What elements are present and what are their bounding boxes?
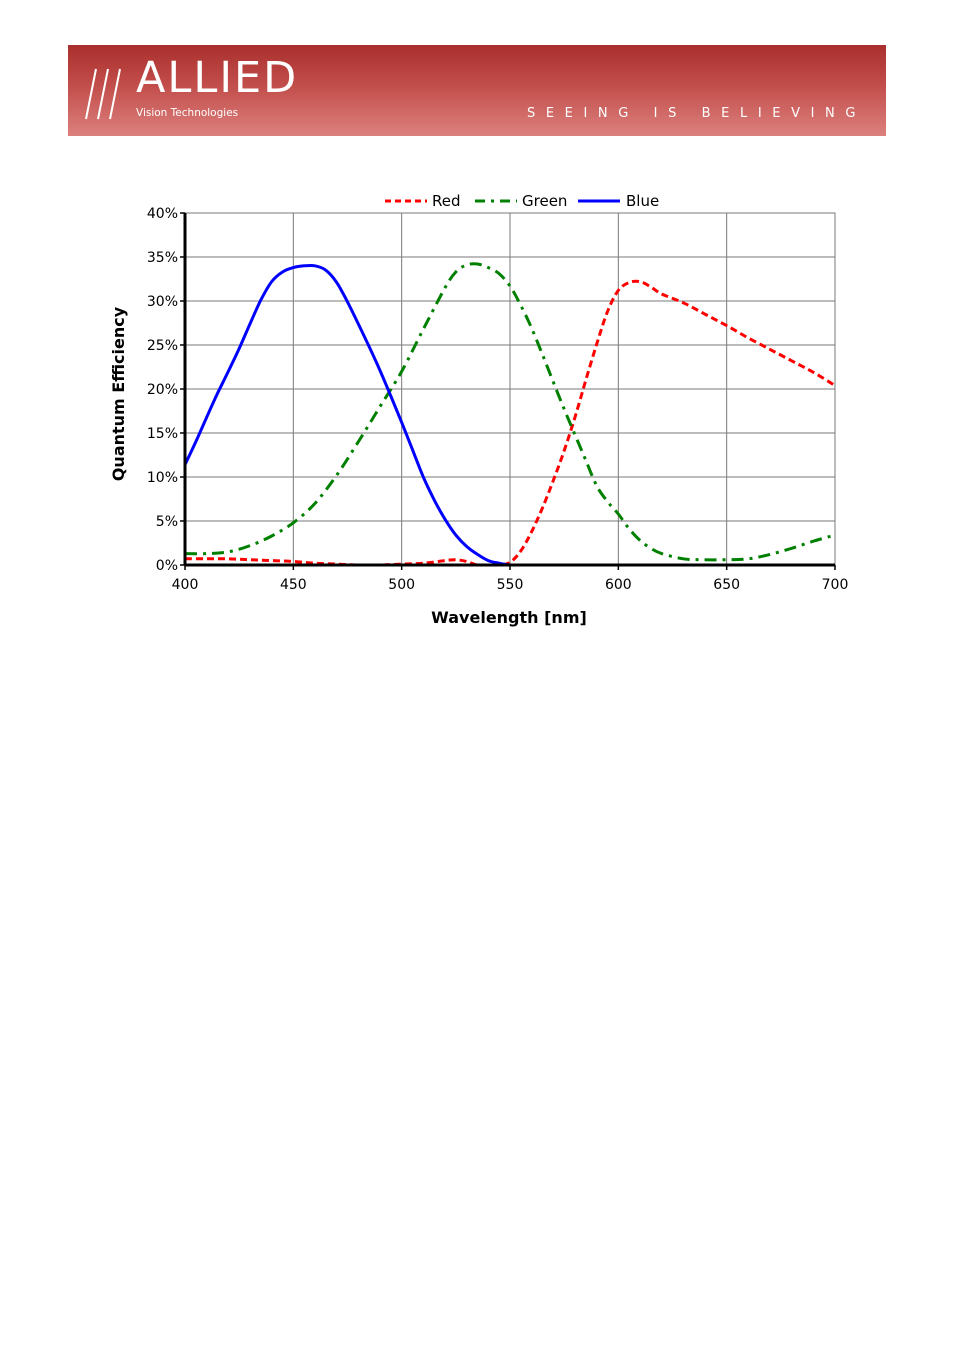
y-tick-label: 20% bbox=[147, 382, 178, 398]
chart-grid bbox=[184, 212, 836, 566]
logo-slashes-icon bbox=[85, 68, 121, 120]
y-tick-label: 0% bbox=[156, 558, 178, 574]
legend-label-blue: Blue bbox=[626, 192, 659, 210]
logo-wordmark: ALLIED bbox=[136, 53, 299, 103]
x-axis-label: Wavelength [nm] bbox=[431, 608, 587, 627]
x-tick-label: 500 bbox=[388, 577, 415, 593]
chart-axes bbox=[180, 212, 836, 570]
x-tick-label: 450 bbox=[280, 577, 307, 593]
x-tick-label: 650 bbox=[713, 577, 740, 593]
y-tick-label: 30% bbox=[147, 294, 178, 310]
tagline: SEEING IS BELIEVING bbox=[526, 106, 866, 121]
y-tick-label: 40% bbox=[147, 206, 178, 222]
logo-subtitle: Vision Technologies bbox=[136, 107, 239, 119]
y-tick-label: 15% bbox=[147, 426, 178, 442]
legend-label-red: Red bbox=[432, 192, 461, 210]
y-axis-label: Quantum Efficiency bbox=[109, 306, 128, 481]
x-tick-label: 600 bbox=[605, 577, 632, 593]
legend-label-green: Green bbox=[522, 192, 567, 210]
tick-labels: 0% 5% 10% 15% 20% 25% 30% 35% 40% 400 450 500 550 600… bbox=[147, 206, 848, 593]
y-tick-label: 10% bbox=[147, 470, 178, 486]
x-tick-label: 400 bbox=[172, 577, 199, 593]
quantum-efficiency-chart: 0% 5% 10% 15% 20% 25% 30% 35% 40% 400 450 500 550 600… bbox=[109, 192, 848, 627]
chart-legend: Red Green Blue bbox=[385, 192, 659, 210]
series-line-green bbox=[184, 262, 836, 562]
y-tick-label: 35% bbox=[147, 250, 178, 266]
x-tick-label: 550 bbox=[497, 577, 524, 593]
x-tick-label: 700 bbox=[822, 577, 849, 593]
y-tick-label: 5% bbox=[156, 514, 178, 530]
y-tick-label: 25% bbox=[147, 338, 178, 354]
header-banner: ALLIED Vision Technologies SEEING IS BEL… bbox=[68, 45, 886, 136]
